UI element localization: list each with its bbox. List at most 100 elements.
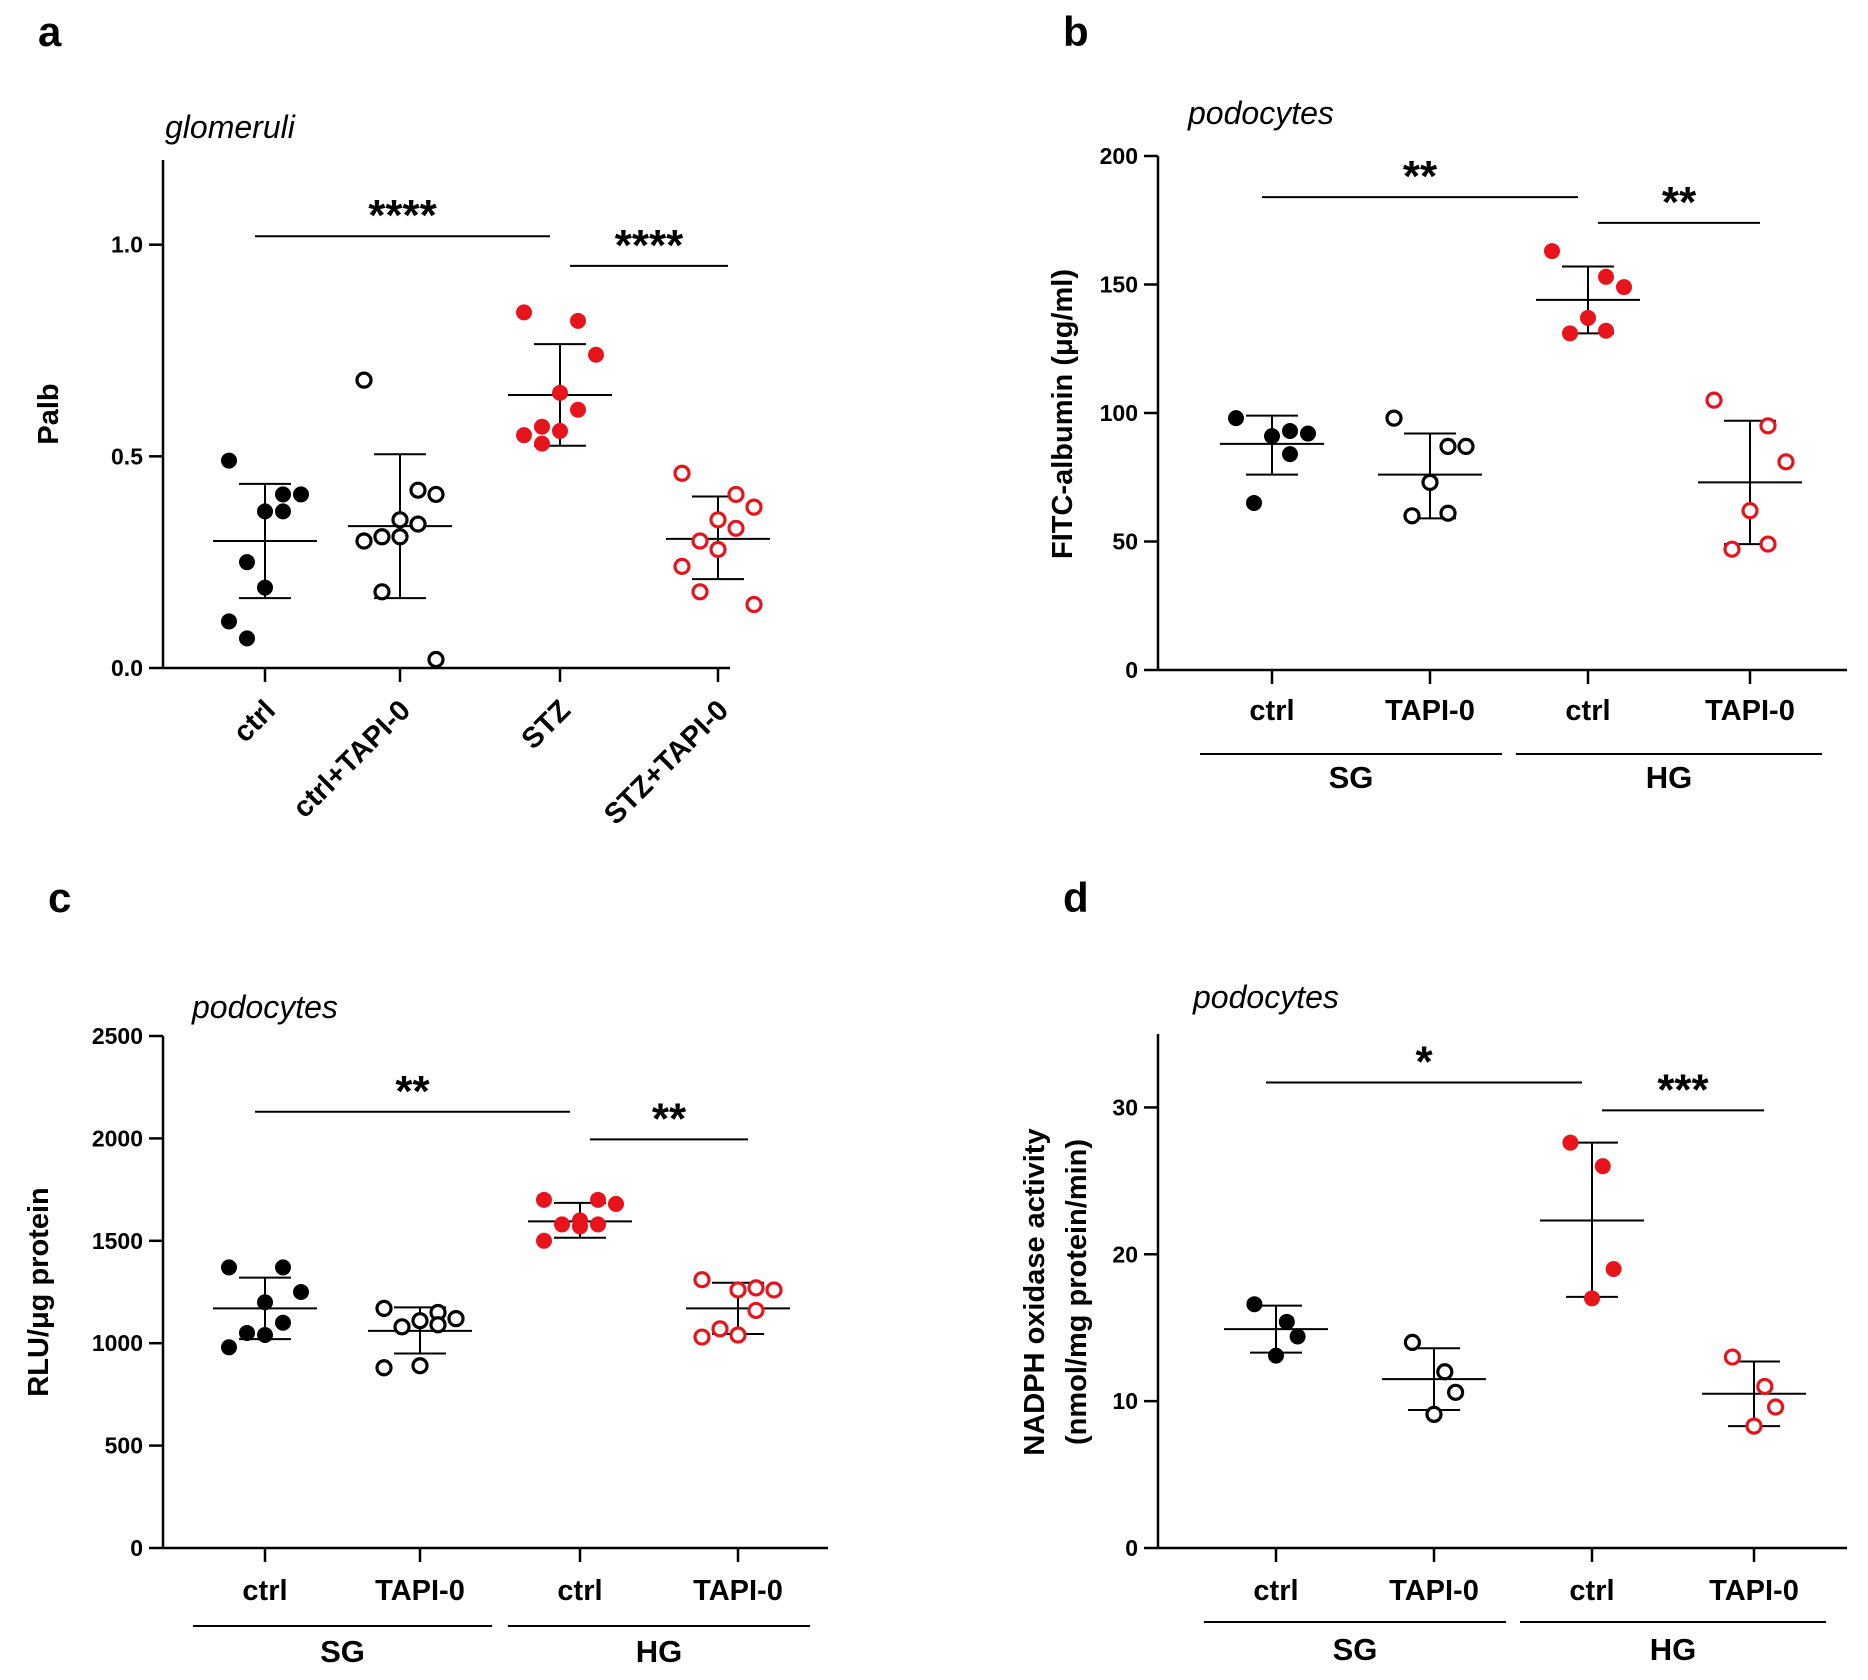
panel-a-data-point [673, 557, 691, 576]
panel-d-y-tick-label: 10 [1112, 1388, 1138, 1414]
panel-a-data-point [239, 630, 255, 647]
panel-c-data-point [411, 1357, 429, 1375]
panel-a-data-point [691, 583, 709, 601]
panel-c-data-point [257, 1327, 273, 1344]
panel-c-data-point [411, 1312, 429, 1330]
panel-b-data-point [1457, 437, 1475, 456]
panel-d-y-tick-label: 20 [1112, 1241, 1138, 1267]
panel-c-data-point [608, 1195, 624, 1212]
panel-a-data-point [552, 422, 568, 439]
panel-c-x-category-label: TAPI-0 [693, 1575, 783, 1607]
panel-a-title: glomeruli [165, 109, 296, 145]
panel-a-data-point [745, 498, 763, 516]
panel-c-data-point [536, 1232, 552, 1249]
panel-c-y-tick-label: 2500 [92, 1023, 143, 1049]
panel-c-data-point [693, 1328, 711, 1346]
panel-b-x-category-label: ctrl [1249, 695, 1294, 727]
panel-b-data-point [1580, 309, 1596, 326]
panel-a-y-tick-label: 0.5 [111, 443, 143, 469]
panel-d-data-point [1268, 1347, 1284, 1364]
panel-b-data-point [1562, 325, 1578, 342]
panel-b-y-tick-label: 50 [1112, 529, 1138, 555]
panel-c-data-point [729, 1326, 747, 1344]
panel-c-data-point [693, 1271, 711, 1289]
panel-c-data-point [765, 1281, 783, 1299]
panel-a-significance-label: **** [368, 191, 437, 240]
panel-c-y-axis-label: RLU/μg protein [23, 1187, 55, 1396]
panel-c-data-point [293, 1284, 309, 1300]
panel-a-significance-label: **** [615, 221, 684, 270]
panel-c-data-point [711, 1320, 729, 1338]
panel-c-data-point [429, 1316, 447, 1334]
panel-a-data-point [257, 503, 273, 520]
panel-d-x-category-label: ctrl [1569, 1575, 1614, 1607]
panel-a-data-point [355, 371, 373, 389]
panel-b-y-tick-label: 150 [1100, 272, 1138, 298]
panel-d-data-point [1403, 1333, 1422, 1352]
panel-b-group-label: SG [1329, 760, 1374, 795]
panel-b-data-point [1264, 428, 1280, 445]
panel-a-x-category-label: ctrl [227, 694, 282, 749]
panel-b-data-point [1282, 422, 1298, 439]
panel-b-data-point [1282, 446, 1298, 463]
panel-c-data-point [554, 1216, 570, 1233]
panel-d-x-category-label: ctrl [1253, 1575, 1298, 1607]
panel-d-group-label: SG [1333, 1632, 1378, 1667]
panel-b-data-point [1439, 437, 1457, 456]
panel-d-y-tick-label: 0 [1125, 1535, 1138, 1561]
panel-c-group-label: SG [320, 1634, 365, 1669]
panel-a-letter: a [38, 8, 62, 55]
panel-b-letter: b [1063, 8, 1089, 55]
panel-b-data-point [1777, 453, 1795, 471]
panel-a-data-point [391, 528, 409, 546]
panel-d-group-label: HG [1650, 1632, 1697, 1667]
panel-d-data-point [1594, 1158, 1611, 1175]
panel-d-data-point [1723, 1348, 1742, 1366]
panel-a-data-point [275, 486, 291, 503]
panel-a-data-point [409, 481, 427, 499]
panel-c-significance-label: ** [395, 1067, 430, 1116]
panel-a-data-point [373, 528, 391, 546]
panel-c-data-point [375, 1359, 393, 1377]
panel-a-data-point [570, 401, 586, 418]
panel-a-data-point [727, 519, 745, 537]
panel-d-x-category-label: TAPI-0 [1709, 1575, 1799, 1607]
panel-b-data-point [1439, 504, 1457, 522]
panel-d-data-point [1584, 1290, 1600, 1307]
panel-a-data-point [516, 427, 532, 444]
panel-c-data-point [257, 1294, 273, 1311]
panel-d-data-point [1425, 1405, 1443, 1423]
panel-c-data-point [275, 1259, 291, 1276]
panel-c-data-point [447, 1310, 465, 1328]
panel-a-data-point [534, 435, 550, 452]
panel-a-data-point [570, 312, 586, 329]
panel-a-data-point [534, 418, 550, 435]
panel-c-group-label: HG [636, 1634, 683, 1669]
panel-d-data-point [1766, 1398, 1785, 1416]
panel-d-data-point [1278, 1313, 1295, 1330]
panel-b-data-point [1403, 507, 1421, 525]
panel-a-data-point [516, 304, 532, 321]
panel-c-data-point [747, 1279, 765, 1297]
panel-b-title: podocytes [1187, 95, 1334, 131]
panel-c-title: podocytes [191, 989, 338, 1025]
panel-a-data-point [275, 503, 291, 520]
panel-b-data-point [1759, 535, 1777, 553]
panel-d-letter: d [1063, 874, 1089, 921]
panel-a-data-point [427, 485, 445, 504]
panel-a-x-category-label: ctrl+TAPI-0 [287, 694, 417, 824]
panel-c-data-point [536, 1191, 552, 1208]
panel-d-data-point [1756, 1377, 1774, 1396]
panel-c-data-point [275, 1314, 291, 1331]
panel-a-data-point [391, 511, 409, 529]
panel-c-letter: c [48, 874, 71, 921]
panel-c-x-category-label: ctrl [557, 1575, 602, 1607]
panel-a-data-point [221, 613, 237, 630]
panel-c-data-point [572, 1218, 588, 1235]
panel-d-data-point [1745, 1417, 1763, 1435]
panel-c-y-tick-label: 0 [130, 1535, 143, 1561]
panel-d-data-point [1246, 1296, 1263, 1313]
panel-c-x-category-label: ctrl [242, 1575, 287, 1607]
panel-c-data-point [590, 1216, 606, 1233]
